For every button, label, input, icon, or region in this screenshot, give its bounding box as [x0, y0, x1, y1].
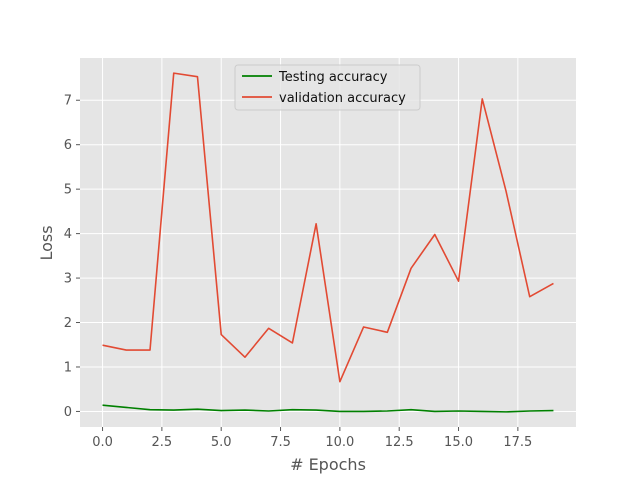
legend-box — [234, 64, 421, 111]
y-tick-label: 1 — [64, 360, 72, 375]
y-tick-label: 7 — [64, 94, 72, 109]
y-tick-label: 4 — [64, 227, 72, 242]
y-tick-label: 6 — [64, 138, 72, 153]
legend-label-testing-accuracy: Testing accuracy — [278, 70, 388, 85]
x-tick-label: 2.5 — [152, 435, 173, 450]
y-tick-label: 2 — [64, 316, 72, 331]
x-tick-label: 10.0 — [325, 435, 354, 450]
x-tick-label: 5.0 — [211, 435, 232, 450]
legend-label-validation-accuracy: validation accuracy — [279, 91, 406, 106]
legend: Testing accuracy validation accuracy — [234, 64, 421, 111]
y-tick-label: 0 — [64, 405, 72, 420]
x-tick-label: 0.0 — [92, 435, 113, 450]
y-tick-label: 5 — [64, 183, 72, 198]
series-lines — [102, 72, 554, 413]
x-axis-label: # Epochs — [290, 455, 366, 474]
x-tick-label: 17.5 — [503, 435, 532, 450]
x-tick-label: 7.5 — [270, 435, 291, 450]
series-line-testing-accuracy — [102, 404, 554, 413]
y-tick-label: 3 — [64, 272, 72, 287]
tick-labels: 0.0 2.5 5.0 7.5 10.0 12.5 15.0 17.5 0 1 2 3 4 5 6 7 — [64, 94, 533, 450]
series-line-validation-accuracy — [102, 72, 554, 383]
x-tick-label: 15.0 — [444, 435, 473, 450]
y-axis-label: Loss — [37, 225, 56, 260]
x-tick-label: 12.5 — [385, 435, 414, 450]
plot-area — [80, 58, 576, 427]
